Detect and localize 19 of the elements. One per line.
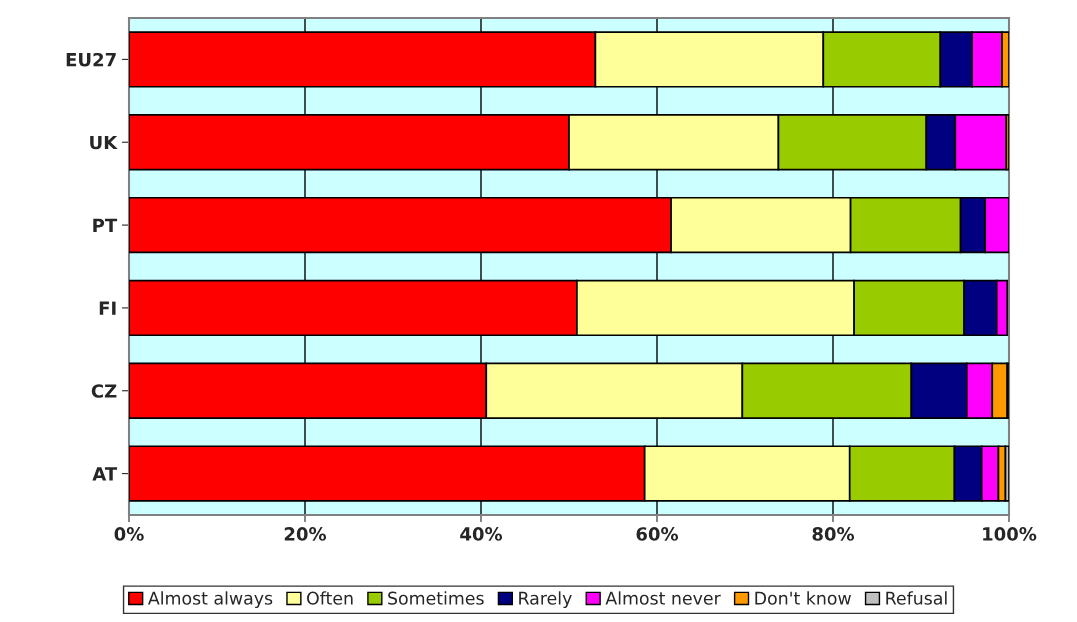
x-tick-label: 20% (284, 527, 327, 541)
legend-label: Don't know (755, 591, 851, 605)
legend-label: Often (307, 591, 353, 605)
x-tick-label: 100% (983, 527, 1037, 541)
y-tick-label: EU27 (66, 52, 116, 67)
legend-label: Almost never (605, 591, 721, 605)
x-tick-label: 40% (460, 527, 503, 541)
legend-label: Almost always (148, 591, 273, 609)
x-tick-label: 0% (114, 527, 144, 541)
x-tick-label: 60% (636, 527, 679, 541)
legend-label: Sometimes (388, 591, 484, 605)
y-tick-label: CZ (91, 384, 117, 398)
legend-label: Refusal (886, 591, 947, 605)
y-tick-label: AT (92, 467, 118, 481)
legend-label: Rarely (519, 591, 572, 609)
y-tick-label: PT (93, 218, 118, 232)
y-tick-label: UK (90, 135, 118, 150)
y-tick-label: FI (99, 301, 116, 315)
x-tick-label: 80% (812, 527, 855, 541)
